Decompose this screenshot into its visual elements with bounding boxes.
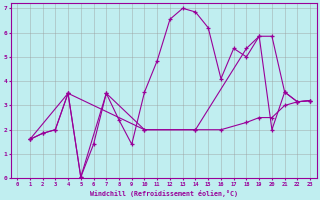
X-axis label: Windchill (Refroidissement éolien,°C): Windchill (Refroidissement éolien,°C) [90,190,238,197]
